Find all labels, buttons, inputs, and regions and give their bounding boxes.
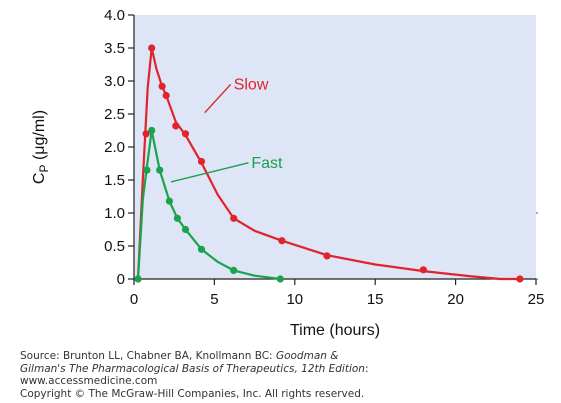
footer-line-4: Copyright © The McGraw-Hill Companies, I…	[20, 387, 365, 400]
y-tick-label: 0.5	[104, 238, 125, 255]
annotation-label-slow: Slow	[234, 76, 269, 93]
data-point-slow	[197, 157, 206, 166]
pk-chart: 0 0.5 1.0 1.5 2.0 2.5 3.0 3.5 4.0 0 5 10 15 20 25 Slow…	[31, 7, 544, 339]
annotation-label-fast: Fast	[251, 155, 283, 172]
x-tick-label: 10	[286, 291, 303, 308]
y-tick-label: 2.5	[104, 106, 125, 123]
x-tick-label: 5	[210, 291, 218, 308]
x-tick-label: 25	[528, 291, 545, 308]
series-markers	[134, 44, 524, 283]
data-point-fast	[143, 166, 151, 174]
y-tick-label: 3.5	[104, 40, 125, 57]
x-axis-label: Time (hours)	[290, 322, 380, 339]
x-tick-label: 0	[130, 291, 138, 308]
footer-line-2: Gilman's The Pharmacological Basis of Th…	[20, 362, 369, 375]
data-point-fast	[230, 266, 238, 274]
footer-line-1: Source: Brunton LL, Chabner BA, Knollman…	[20, 350, 339, 362]
footer-line-3: www.accessmedicine.com	[20, 375, 158, 387]
data-point-slow	[516, 275, 524, 283]
annotation-line-slow	[204, 83, 232, 114]
annotations: Slow Fast	[170, 76, 283, 183]
data-point-slow	[158, 82, 166, 90]
data-point-fast	[173, 214, 181, 222]
data-point-slow	[181, 130, 190, 138]
data-point-fast	[148, 126, 156, 135]
data-point-slow	[172, 122, 180, 130]
data-point-fast	[197, 245, 206, 253]
axes: 0 0.5 1.0 1.5 2.0 2.5 3.0 3.5 4.0 0 5 10 15 20 25	[104, 7, 544, 308]
data-point-fast	[165, 197, 173, 205]
y-tick-label: 3.0	[104, 73, 125, 90]
data-point-fast	[181, 225, 190, 234]
y-axis-label: CP (μg/ml)	[31, 110, 51, 184]
data-point-slow	[230, 214, 238, 222]
annotation-line-fast	[170, 162, 249, 183]
data-point-slow	[419, 266, 427, 274]
series-line-slow	[136, 46, 521, 281]
source-footer: Source: Brunton LL, Chabner BA, Knollman…	[20, 350, 368, 400]
y-tick-label: 1.5	[104, 172, 125, 189]
data-point-slow	[323, 252, 331, 260]
y-tick-label: 2.0	[104, 139, 125, 156]
data-point-fast	[276, 275, 284, 283]
y-tick-label: 4.0	[104, 7, 125, 24]
x-tick-label: 20	[447, 291, 464, 308]
y-tick-label: 1.0	[104, 205, 125, 222]
data-point-slow	[142, 130, 150, 138]
data-point-fast	[134, 275, 142, 283]
data-point-slow	[278, 237, 286, 245]
plot-background	[134, 15, 536, 279]
x-tick-label: 15	[367, 291, 384, 308]
data-point-fast	[156, 166, 164, 174]
data-point-slow	[148, 44, 156, 52]
y-tick-label: 0	[117, 271, 125, 288]
data-point-slow	[162, 91, 170, 100]
